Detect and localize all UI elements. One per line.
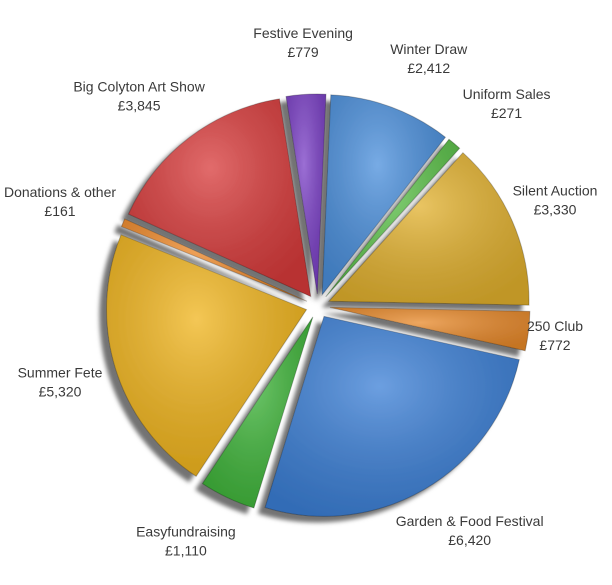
slice-value-label: £1,110 — [165, 543, 207, 559]
slice-value-label: £5,320 — [39, 383, 82, 399]
slice-value-label: £779 — [288, 44, 319, 60]
slice-label: Easyfundraising — [136, 524, 236, 540]
slice-label: Summer Fete — [18, 364, 103, 380]
slice-label: Festive Evening — [253, 25, 353, 41]
slice-value-label: £6,420 — [448, 532, 491, 548]
slice-label: Donations & other — [4, 184, 116, 200]
slice-label: Silent Auction — [513, 183, 598, 199]
slices — [106, 93, 531, 517]
slice-value-label: £772 — [539, 337, 570, 353]
slice-value-label: £2,412 — [407, 60, 450, 76]
slice-label: Winter Draw — [390, 41, 468, 57]
slice-value-label: £271 — [491, 105, 522, 121]
slice-label: Big Colyton Art Show — [73, 78, 205, 94]
slice-value-label: £161 — [44, 203, 75, 219]
slice-value-label: £3,845 — [118, 97, 161, 113]
slice-label: Uniform Sales — [463, 86, 551, 102]
slice-label: Garden & Food Festival — [396, 513, 544, 529]
slice-value-label: £3,330 — [534, 202, 577, 218]
slice-label: 250 Club — [527, 318, 583, 334]
